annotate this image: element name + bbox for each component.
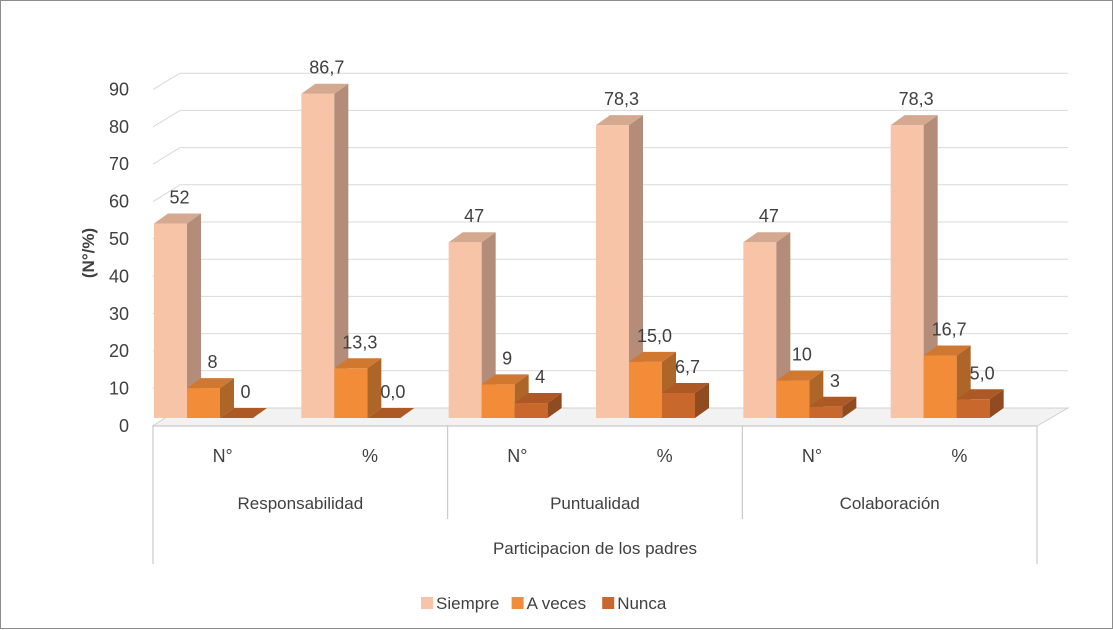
- y-tick-label: 90: [109, 79, 129, 99]
- y-tick-label: 50: [109, 229, 129, 249]
- x-tick-label: N°: [213, 446, 233, 466]
- data-label: 4: [535, 367, 545, 387]
- data-label: 6,7: [675, 357, 700, 377]
- legend-swatch: [512, 597, 524, 609]
- bar-front: [776, 381, 809, 418]
- bar-side: [367, 358, 381, 418]
- data-label: 0,0: [380, 382, 405, 402]
- data-label: 9: [502, 348, 512, 368]
- bar-a-veces: [187, 378, 234, 418]
- x-group-label: Puntualidad: [550, 494, 640, 513]
- data-label: 3: [830, 371, 840, 391]
- y-tick-label: 10: [109, 379, 129, 399]
- bar-front: [596, 125, 629, 418]
- legend-item: Siempre: [421, 594, 499, 613]
- gridline-depth: [153, 110, 180, 126]
- bar-front: [957, 399, 990, 418]
- data-label: 47: [464, 206, 484, 226]
- legend-label: Nunca: [617, 594, 667, 613]
- legend-item: A veces: [512, 594, 587, 613]
- data-label: 52: [169, 188, 189, 208]
- bar-front: [515, 403, 548, 418]
- x-tick-label: %: [657, 446, 673, 466]
- x-axis-title: Participacion de los padres: [493, 539, 697, 558]
- data-label: 86,7: [309, 58, 344, 78]
- bar-front: [809, 407, 842, 418]
- bar-front: [662, 393, 695, 418]
- x-tick-label: N°: [507, 446, 527, 466]
- legend: Siempre A veces Nunca: [421, 594, 667, 613]
- data-label: 47: [759, 206, 779, 226]
- y-tick-label: 0: [119, 416, 129, 436]
- legend-item: Nunca: [602, 594, 667, 613]
- gridline-depth: [153, 148, 180, 165]
- data-label: 13,3: [342, 332, 377, 352]
- y-tick-label: 80: [109, 117, 129, 137]
- bar-front: [301, 94, 334, 418]
- legend-swatch: [602, 597, 614, 609]
- bar-a-veces: [334, 358, 381, 418]
- x-tick-label: %: [951, 446, 967, 466]
- y-axis-ticks: 0 10 20 30 40 50 60 70 80 90: [109, 79, 129, 436]
- data-label: 8: [207, 352, 217, 372]
- data-label: 78,3: [899, 89, 934, 109]
- legend-swatch: [421, 597, 433, 609]
- data-labels: 52 8 0 86,7 13,3 0,0 47 9 4 78,3 15,06,7 47 10 3 78,3 1…: [169, 58, 994, 402]
- bars: [154, 84, 1004, 418]
- bar-front: [743, 242, 776, 418]
- x-group-label: Responsabilidad: [237, 494, 363, 513]
- data-label: 5,0: [970, 363, 995, 383]
- bar-front: [482, 384, 515, 418]
- y-tick-label: 30: [109, 304, 129, 324]
- bar-front: [187, 388, 220, 418]
- bar-front: [334, 368, 367, 418]
- bar-front: [154, 224, 187, 418]
- bar-front: [924, 356, 957, 418]
- x-tick-label: %: [362, 446, 378, 466]
- x-tick-label: N°: [802, 446, 822, 466]
- x-group-label: Colaboración: [840, 494, 940, 513]
- legend-label: A veces: [527, 594, 587, 613]
- y-axis-label: (N°/%): [79, 228, 98, 278]
- y-tick-label: 60: [109, 192, 129, 212]
- y-tick-label: 70: [109, 154, 129, 174]
- data-label: 78,3: [604, 89, 639, 109]
- gridline-depth: [153, 73, 180, 89]
- data-label: 10: [792, 345, 812, 365]
- y-tick-label: 20: [109, 341, 129, 361]
- bar-front: [449, 242, 482, 418]
- legend-label: Siempre: [436, 594, 499, 613]
- data-label: 0: [240, 382, 250, 402]
- data-label: 16,7: [932, 320, 967, 340]
- bar-front: [891, 125, 924, 418]
- bar-nunca: [662, 383, 709, 418]
- y-tick-label: 40: [109, 266, 129, 286]
- data-label: 15,0: [637, 326, 672, 346]
- bar-front: [629, 362, 662, 418]
